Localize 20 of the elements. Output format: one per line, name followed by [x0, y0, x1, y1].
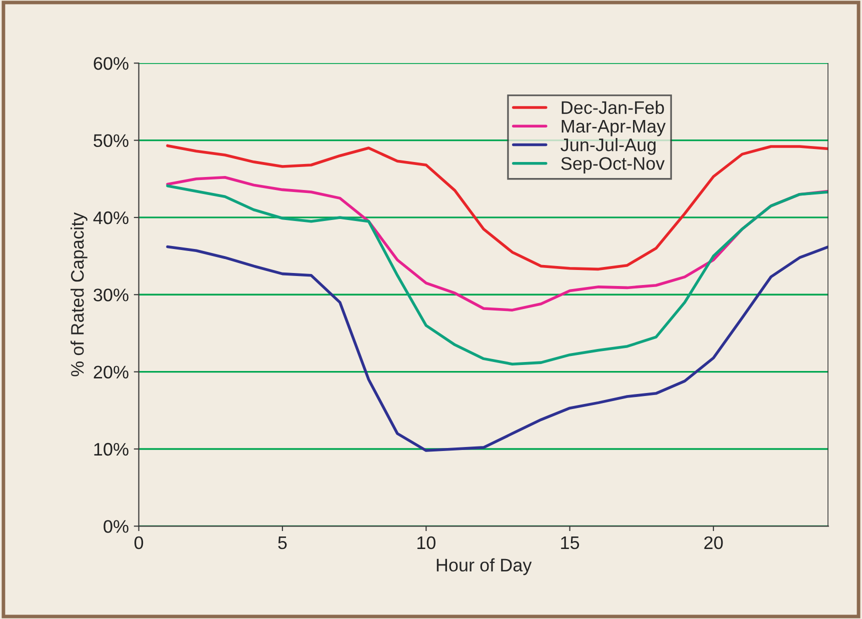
- y-tick-label: 60%: [94, 57, 128, 70]
- x-axis-title: Hour of Day: [436, 558, 532, 576]
- line-series: [166, 245, 828, 452]
- x-tick-label: 15: [561, 536, 580, 550]
- line-series: [166, 184, 828, 366]
- y-axis-title: % of Rated Capacity: [70, 212, 88, 376]
- y-tick-label: 30%: [94, 288, 128, 302]
- x-tick-label: 10: [417, 536, 436, 550]
- y-tick-label: 0%: [104, 520, 128, 533]
- legend-label: Mar-Apr-May: [562, 120, 666, 136]
- x-tick-label: 5: [278, 536, 287, 550]
- y-tick-label: 10%: [94, 442, 128, 456]
- x-tick-label: 20: [704, 536, 723, 550]
- legend-label: Jun-Jul-Aug: [560, 138, 656, 155]
- y-tick-label: 40%: [93, 211, 128, 224]
- y-tick-label: 20%: [94, 366, 128, 379]
- x-tick-label: 0: [134, 536, 144, 550]
- legend-label: Sep-Oct-Nov: [561, 157, 665, 174]
- y-tick-label: 50%: [94, 134, 128, 148]
- legend-label: Dec-Jan-Feb: [562, 100, 664, 114]
